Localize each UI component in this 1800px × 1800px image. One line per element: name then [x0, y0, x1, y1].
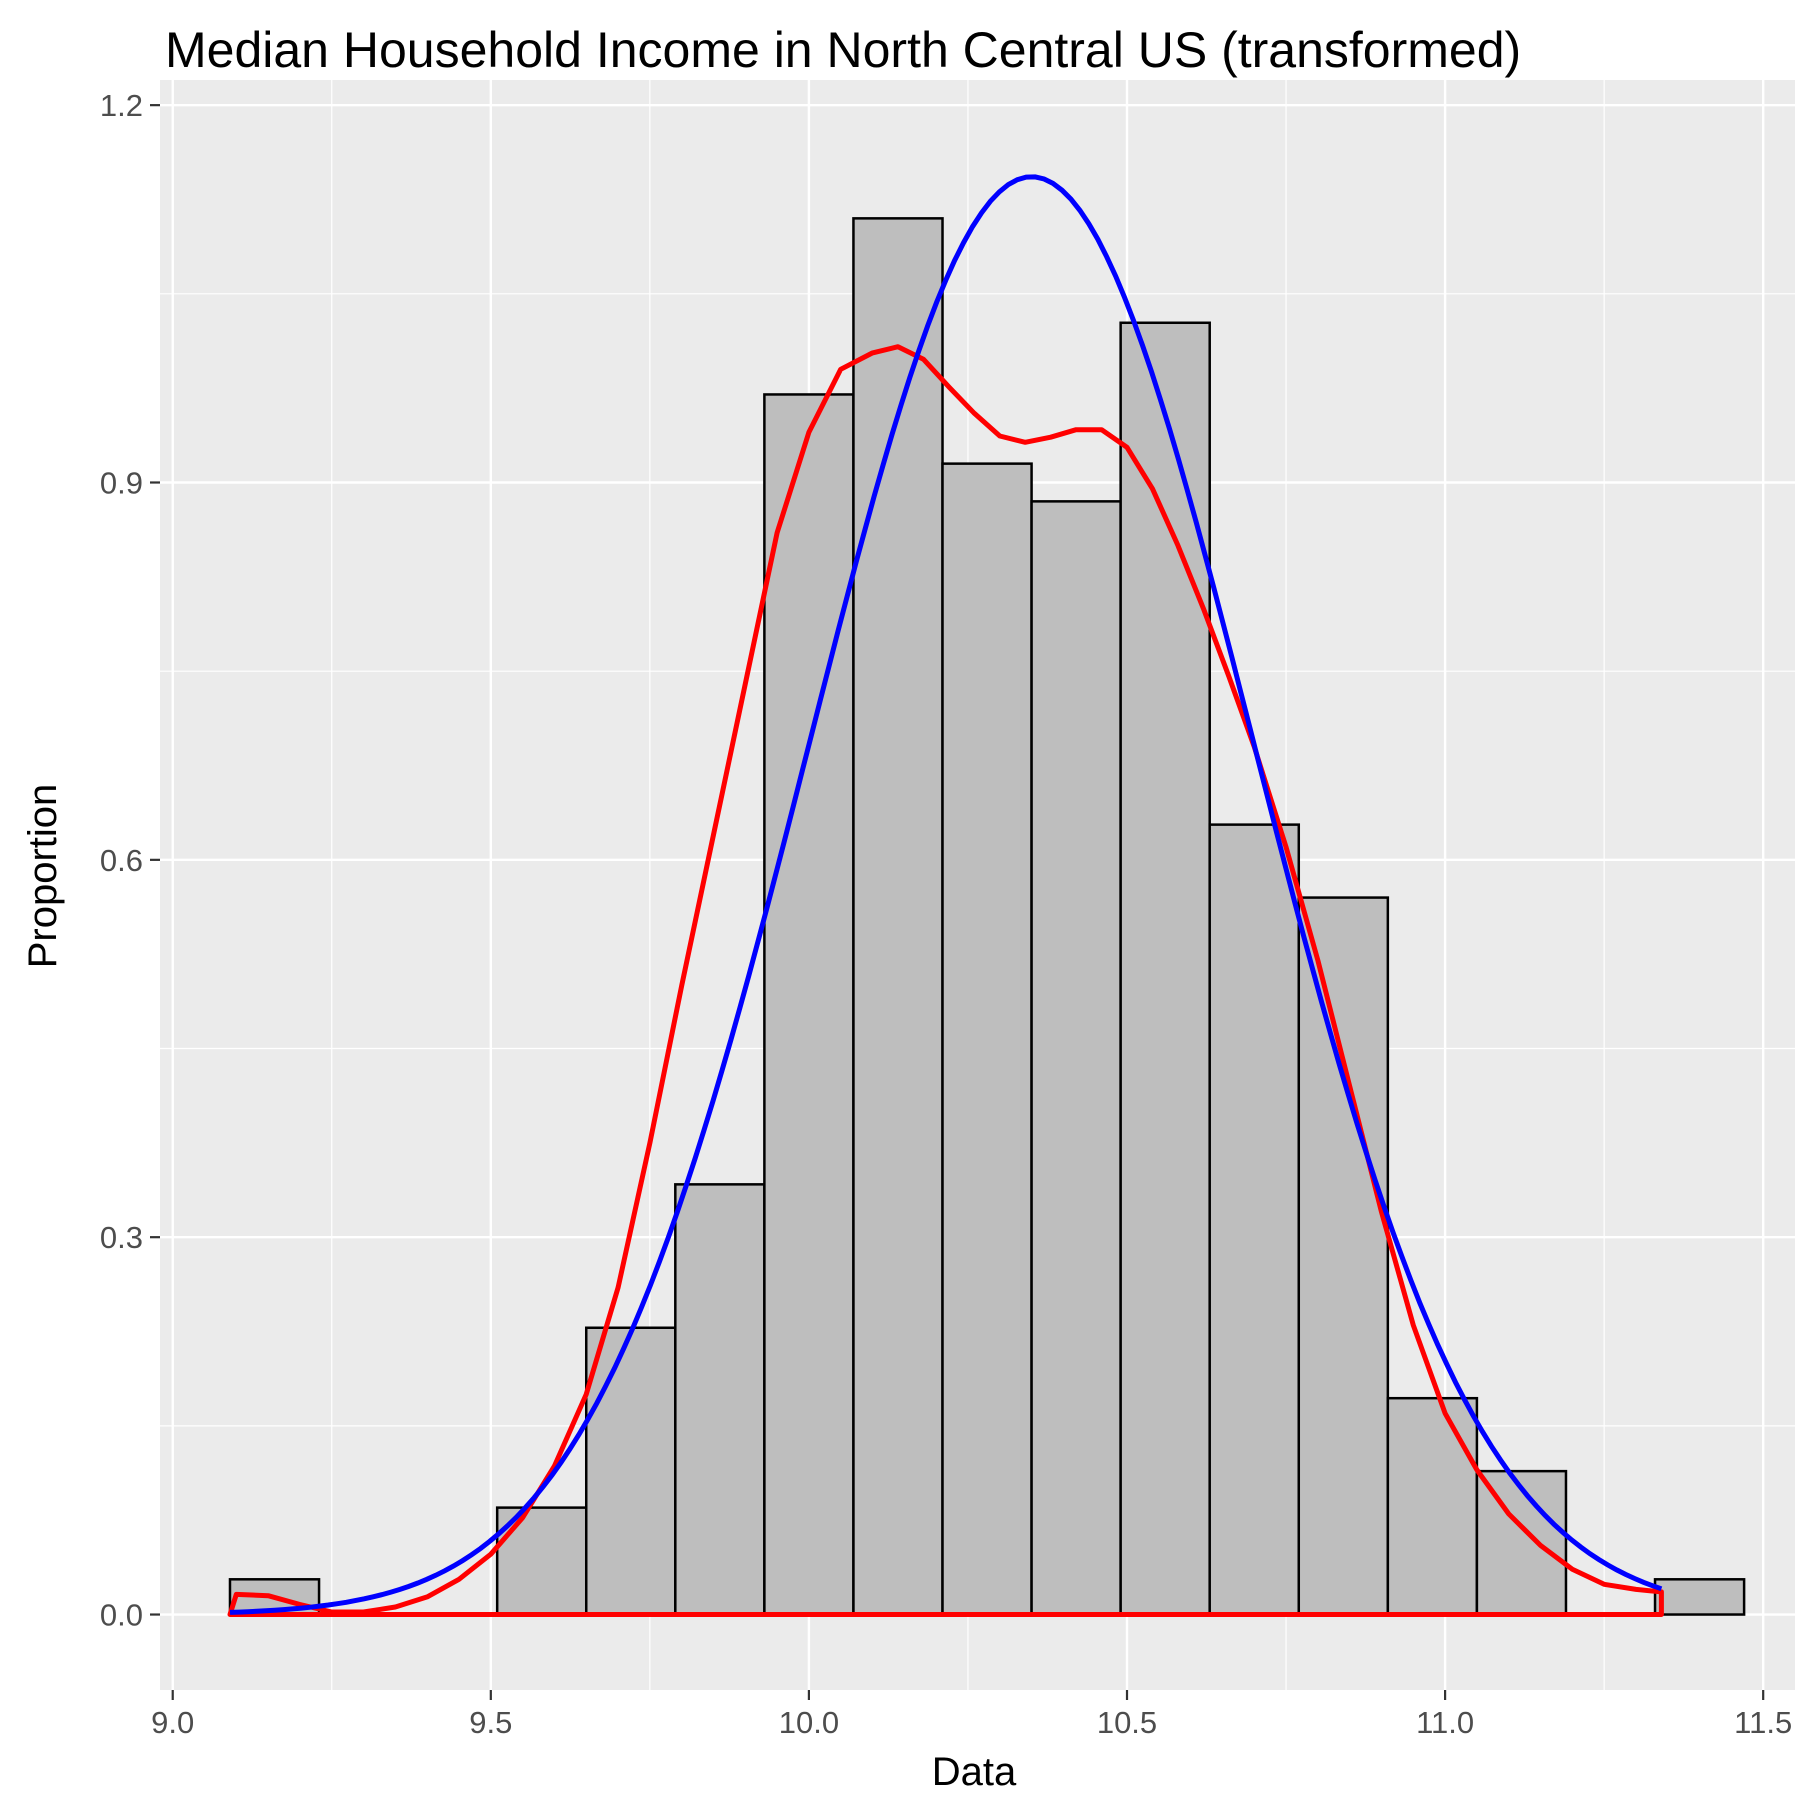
histogram-bar: [1386, 1396, 1479, 1616]
histogram-bar: [941, 462, 1033, 1616]
y-tick-label: 0.0: [100, 1598, 143, 1633]
chart-title: Median Household Income in North Central…: [165, 22, 1521, 78]
histogram-bar: [1208, 823, 1301, 1616]
histogram-bar: [1297, 896, 1390, 1616]
x-axis-title: Data: [932, 1750, 1017, 1794]
histogram-bar: [1030, 500, 1122, 1616]
histogram-bar: [1653, 1578, 1746, 1616]
x-tick-label: 11.0: [1416, 1705, 1474, 1740]
x-tick-label: 11.5: [1734, 1705, 1792, 1740]
histogram-bar: [1475, 1469, 1568, 1616]
normal-fit-curve: [229, 174, 1663, 1615]
histogram-bar: [852, 217, 944, 1616]
histogram-bar: [495, 1506, 588, 1616]
x-tick-label: 10.5: [1097, 1705, 1157, 1740]
axes: 9.0 9.5 10.0 10.5 11.0 11.5 0.0 0.3 0.6 0.9 1.2: [100, 88, 1792, 1740]
histogram-bar: [674, 1183, 766, 1616]
y-tick-label: 0.9: [100, 466, 143, 501]
histogram-bar: [584, 1326, 677, 1616]
y-tick-label: 0.3: [100, 1220, 143, 1255]
y-tick-label: 0.6: [100, 843, 143, 878]
x-tick-label: 9.0: [151, 1705, 194, 1740]
y-tick-label: 1.2: [100, 88, 143, 123]
x-tick-label: 9.5: [469, 1705, 512, 1740]
density-curve: [227, 344, 1664, 1617]
y-axis-title: Proportion: [21, 784, 65, 969]
histogram-bar: [763, 393, 855, 1616]
x-tick-label: 10.0: [779, 1705, 839, 1740]
plot-panel: [160, 80, 1795, 1690]
